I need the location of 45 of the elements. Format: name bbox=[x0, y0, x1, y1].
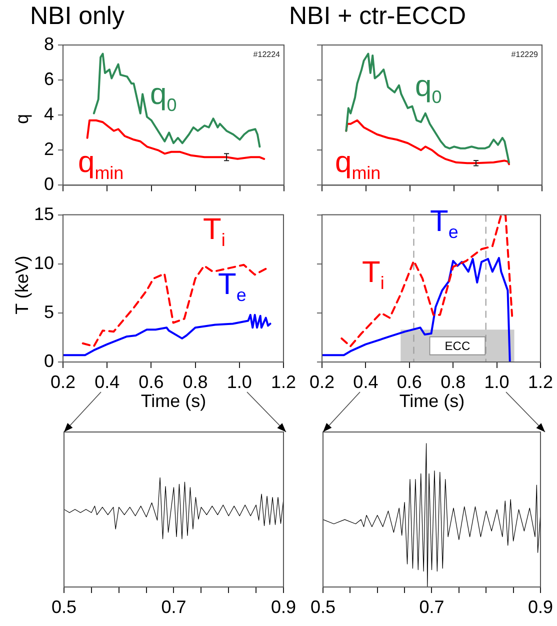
x-tick-label: 0.4 bbox=[353, 372, 378, 392]
series-label: q$_{min}$ bbox=[335, 146, 381, 183]
y-tick-label: 0 bbox=[44, 350, 54, 371]
x-tick-label: 0.2 bbox=[309, 372, 335, 392]
series-label: q$_{min}$ bbox=[78, 146, 124, 183]
y-axis-title: q bbox=[12, 114, 32, 124]
x-axis-title: Time (s) bbox=[140, 391, 206, 411]
line-series bbox=[82, 264, 267, 348]
series-label: T$_{e}$ bbox=[218, 268, 246, 305]
x-tick-label: 0.7 bbox=[419, 596, 444, 617]
series-label: q$_{0}$ bbox=[415, 70, 442, 107]
x-tick-label: 1.0 bbox=[484, 372, 510, 392]
x-tick-label: 0.6 bbox=[396, 372, 422, 392]
band-label: ECC bbox=[444, 339, 470, 354]
series-label: q$_{0}$ bbox=[150, 78, 177, 115]
y-tick-label: 6 bbox=[44, 69, 54, 90]
x-tick-label: 0.4 bbox=[94, 372, 120, 392]
y-tick-label: 4 bbox=[44, 104, 54, 124]
annotation: #12224 bbox=[253, 50, 280, 59]
x-tick-label: 0.5 bbox=[51, 596, 77, 617]
x-tick-label: 0.5 bbox=[310, 596, 336, 617]
series-label: T$_{i}$ bbox=[203, 213, 226, 250]
x-tick-label: 0.2 bbox=[50, 372, 76, 392]
x-tick-label: 0.9 bbox=[270, 596, 296, 617]
y-tick-label: 5 bbox=[44, 302, 54, 322]
x-tick-label: 0.8 bbox=[182, 372, 208, 392]
chart-title: NBI only bbox=[30, 2, 124, 30]
x-tick-label: 0.7 bbox=[161, 596, 186, 617]
x-tick-label: 0.6 bbox=[138, 372, 164, 392]
x-axis-title: Time (s) bbox=[399, 391, 465, 411]
y-tick-label: 0 bbox=[44, 174, 54, 194]
y-tick-label: 8 bbox=[44, 34, 54, 54]
annotation: #12229 bbox=[511, 50, 538, 59]
series-label: T$_{e}$ bbox=[430, 205, 458, 242]
x-tick-label: 1.2 bbox=[528, 372, 554, 392]
x-tick-label: 0.8 bbox=[440, 372, 466, 392]
x-tick-label: 1.0 bbox=[226, 372, 252, 392]
y-tick-label: 2 bbox=[44, 139, 54, 160]
series-label: T$_{i}$ bbox=[362, 256, 384, 293]
y-axis-title: T (keV) bbox=[12, 255, 32, 314]
x-tick-label: 1.2 bbox=[270, 372, 296, 392]
chart-title: NBI + ctr-ECCD bbox=[289, 2, 466, 30]
y-tick-label: 15 bbox=[34, 204, 54, 224]
x-tick-label: 0.9 bbox=[528, 596, 554, 617]
y-tick-label: 10 bbox=[34, 252, 54, 273]
